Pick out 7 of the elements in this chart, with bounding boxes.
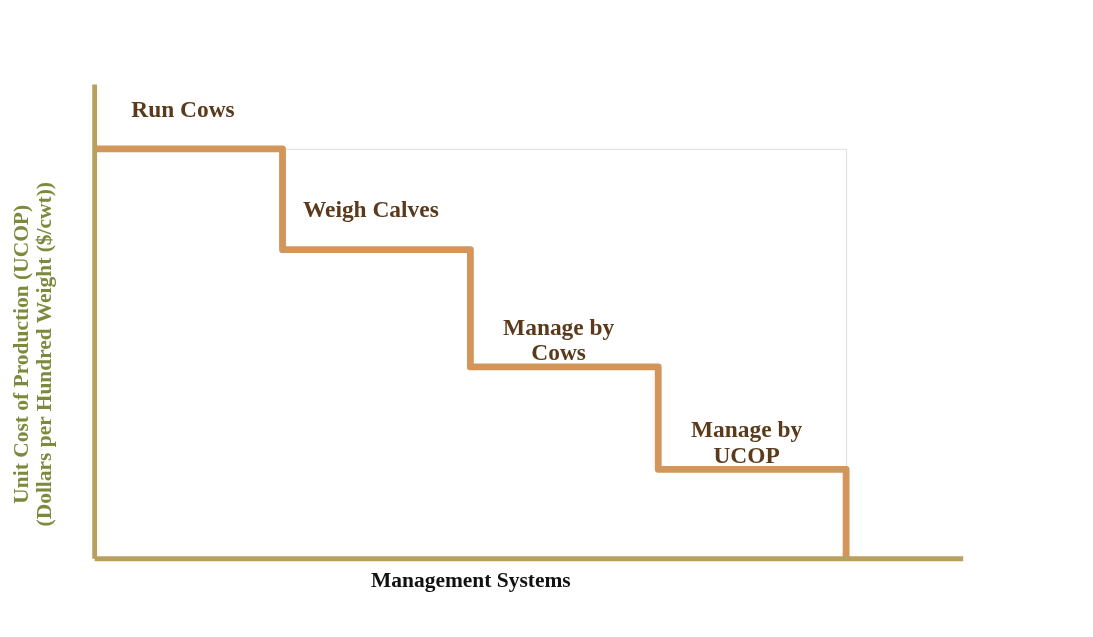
annotation: Manage by Cows xyxy=(503,313,615,366)
text: Unit Cost of Production (UCOP) xyxy=(8,204,33,504)
annotation: Manage by UCOP xyxy=(690,416,803,468)
text: (Dollars per Hundred Weight ($/cwt)) xyxy=(32,182,57,527)
annotation: Weigh Calves xyxy=(302,196,439,223)
x-axis-title: Management Systems xyxy=(371,568,571,593)
text: Run Cows xyxy=(131,95,235,122)
